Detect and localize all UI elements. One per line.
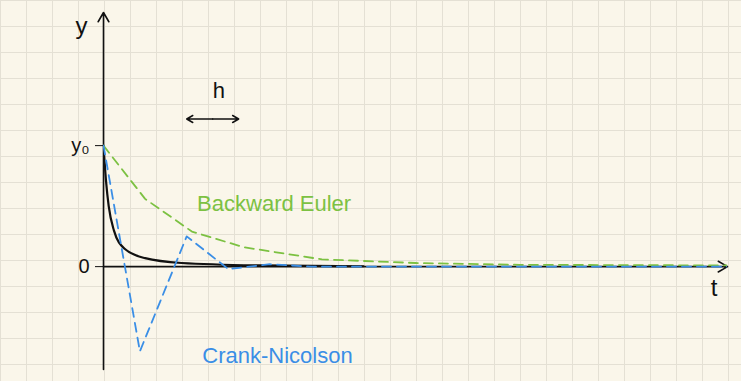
svg-text:t: t	[711, 274, 718, 301]
svg-text:Crank-Nicolson: Crank-Nicolson	[202, 343, 352, 368]
svg-text:0: 0	[78, 255, 89, 277]
svg-text:y: y	[76, 12, 88, 39]
svg-text:Backward Euler: Backward Euler	[197, 191, 351, 216]
svg-text:h: h	[213, 78, 225, 103]
svg-text:y₀: y₀	[71, 134, 89, 156]
